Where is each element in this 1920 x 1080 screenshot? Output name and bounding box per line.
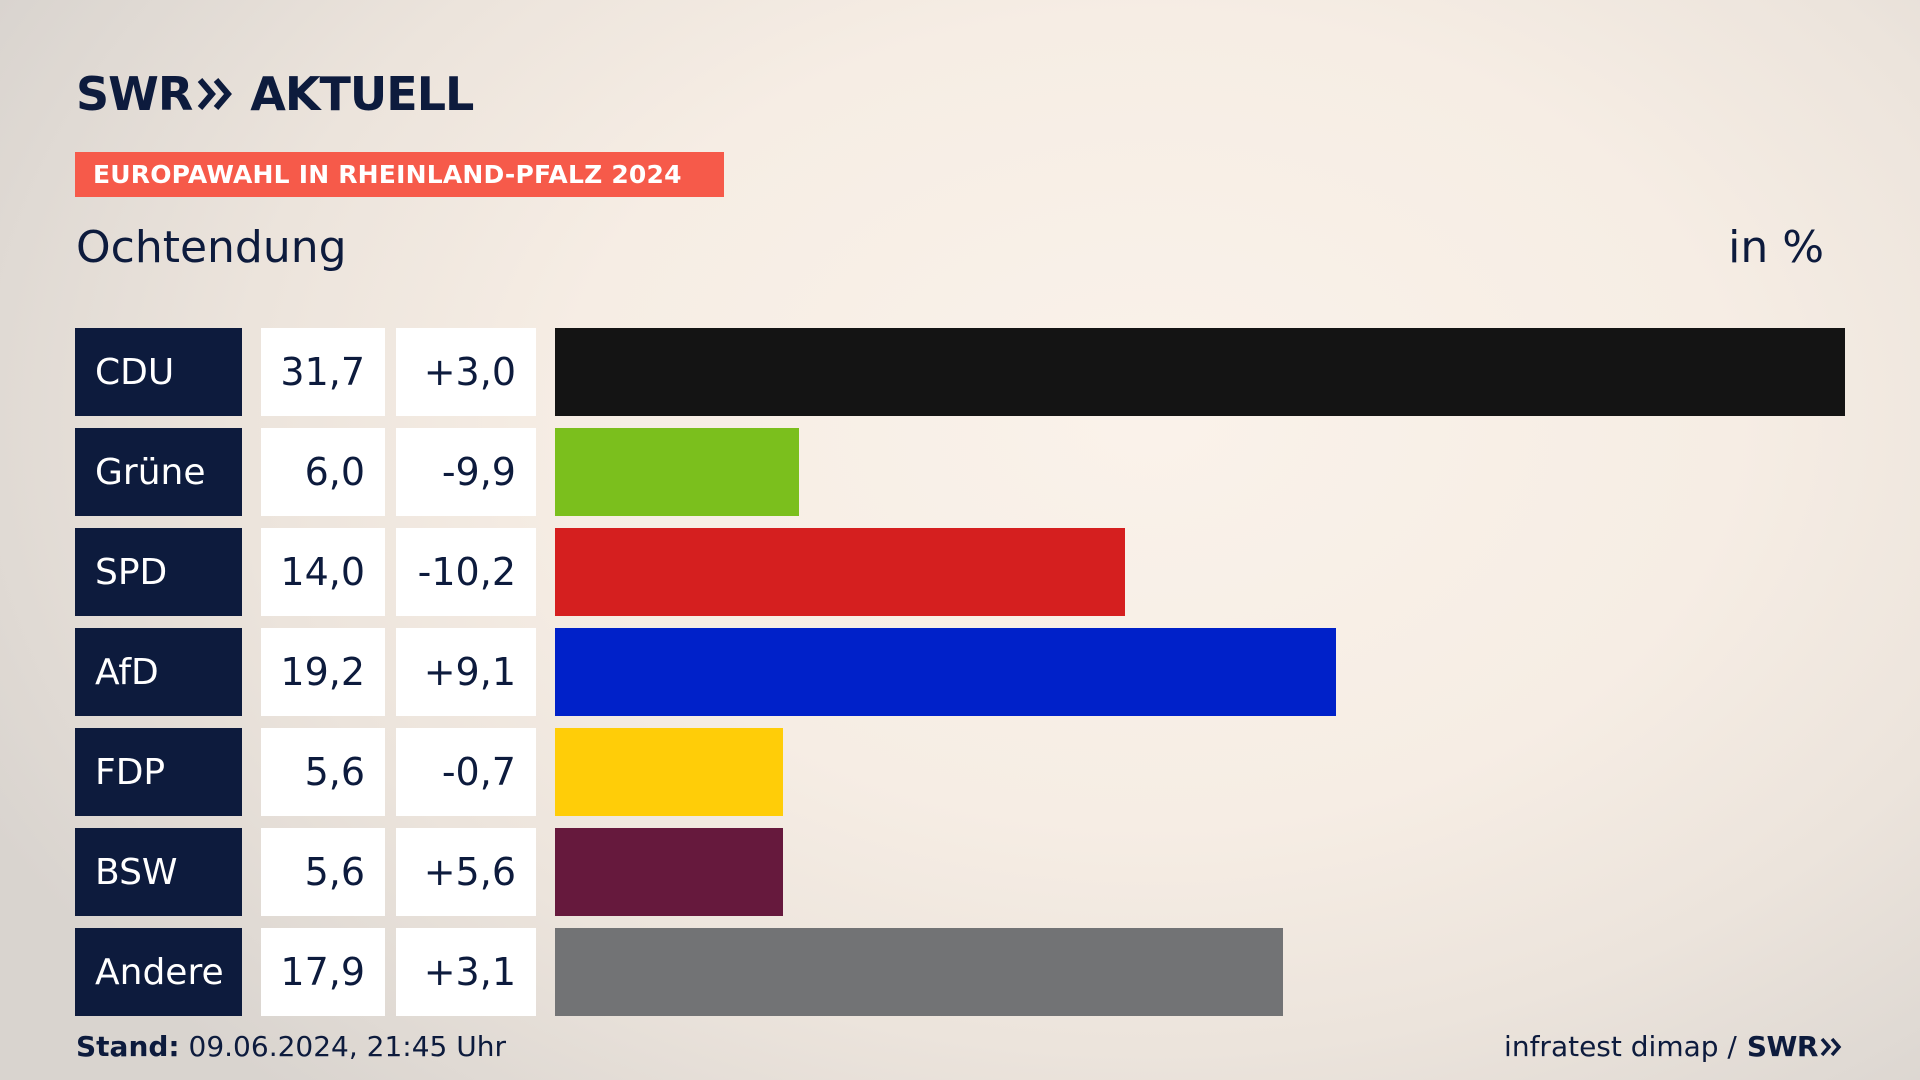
result-row: SPD 14,0 -10,2 [0,528,1920,616]
vote-share-value: 5,6 [261,828,385,916]
stand-value: 09.06.2024, 21:45 Uhr [188,1030,506,1063]
result-bar [555,828,783,916]
vote-share-value: 31,7 [261,328,385,416]
result-bar [555,728,783,816]
result-row: Grüne 6,0 -9,9 [0,428,1920,516]
stand-label: Stand: [76,1030,180,1063]
vote-share-value: 5,6 [261,728,385,816]
location-title: Ochtendung [76,222,347,273]
change-value: -0,7 [396,728,536,816]
result-row: Andere 17,9 +3,1 [0,928,1920,1016]
change-value: +5,6 [396,828,536,916]
result-bar [555,928,1283,1016]
logo-aktuell-text: AKTUELL [250,67,474,121]
party-label: Grüne [75,428,242,516]
result-row: AfD 19,2 +9,1 [0,628,1920,716]
swr-aktuell-logo: SWR AKTUELL [76,66,474,122]
change-value: +9,1 [396,628,536,716]
result-bar [555,428,799,516]
vote-share-value: 17,9 [261,928,385,1016]
source-credit: infratest dimap / SWR [1504,1030,1844,1063]
party-label: FDP [75,728,242,816]
result-row: FDP 5,6 -0,7 [0,728,1920,816]
change-value: +3,0 [396,328,536,416]
result-bar [555,528,1125,616]
vote-share-value: 19,2 [261,628,385,716]
source-swr-logo: SWR [1746,1030,1819,1063]
source-text: infratest dimap / [1504,1030,1737,1063]
result-bar [555,628,1336,716]
logo-swr-text: SWR [76,67,193,121]
unit-label: in % [1728,222,1824,273]
double-chevron-icon [198,78,233,110]
change-value: -9,9 [396,428,536,516]
small-double-chevron-icon [1820,1037,1842,1056]
election-banner: EUROPAWAHL IN RHEINLAND-PFALZ 2024 [75,152,724,197]
result-row: CDU 31,7 +3,0 [0,328,1920,416]
result-bar [555,328,1845,416]
vote-share-value: 14,0 [261,528,385,616]
party-label: AfD [75,628,242,716]
party-label: CDU [75,328,242,416]
vote-share-value: 6,0 [261,428,385,516]
change-value: +3,1 [396,928,536,1016]
change-value: -10,2 [396,528,536,616]
party-label: Andere [75,928,242,1016]
party-label: BSW [75,828,242,916]
result-row: BSW 5,6 +5,6 [0,828,1920,916]
timestamp: Stand: 09.06.2024, 21:45 Uhr [76,1030,506,1063]
party-label: SPD [75,528,242,616]
